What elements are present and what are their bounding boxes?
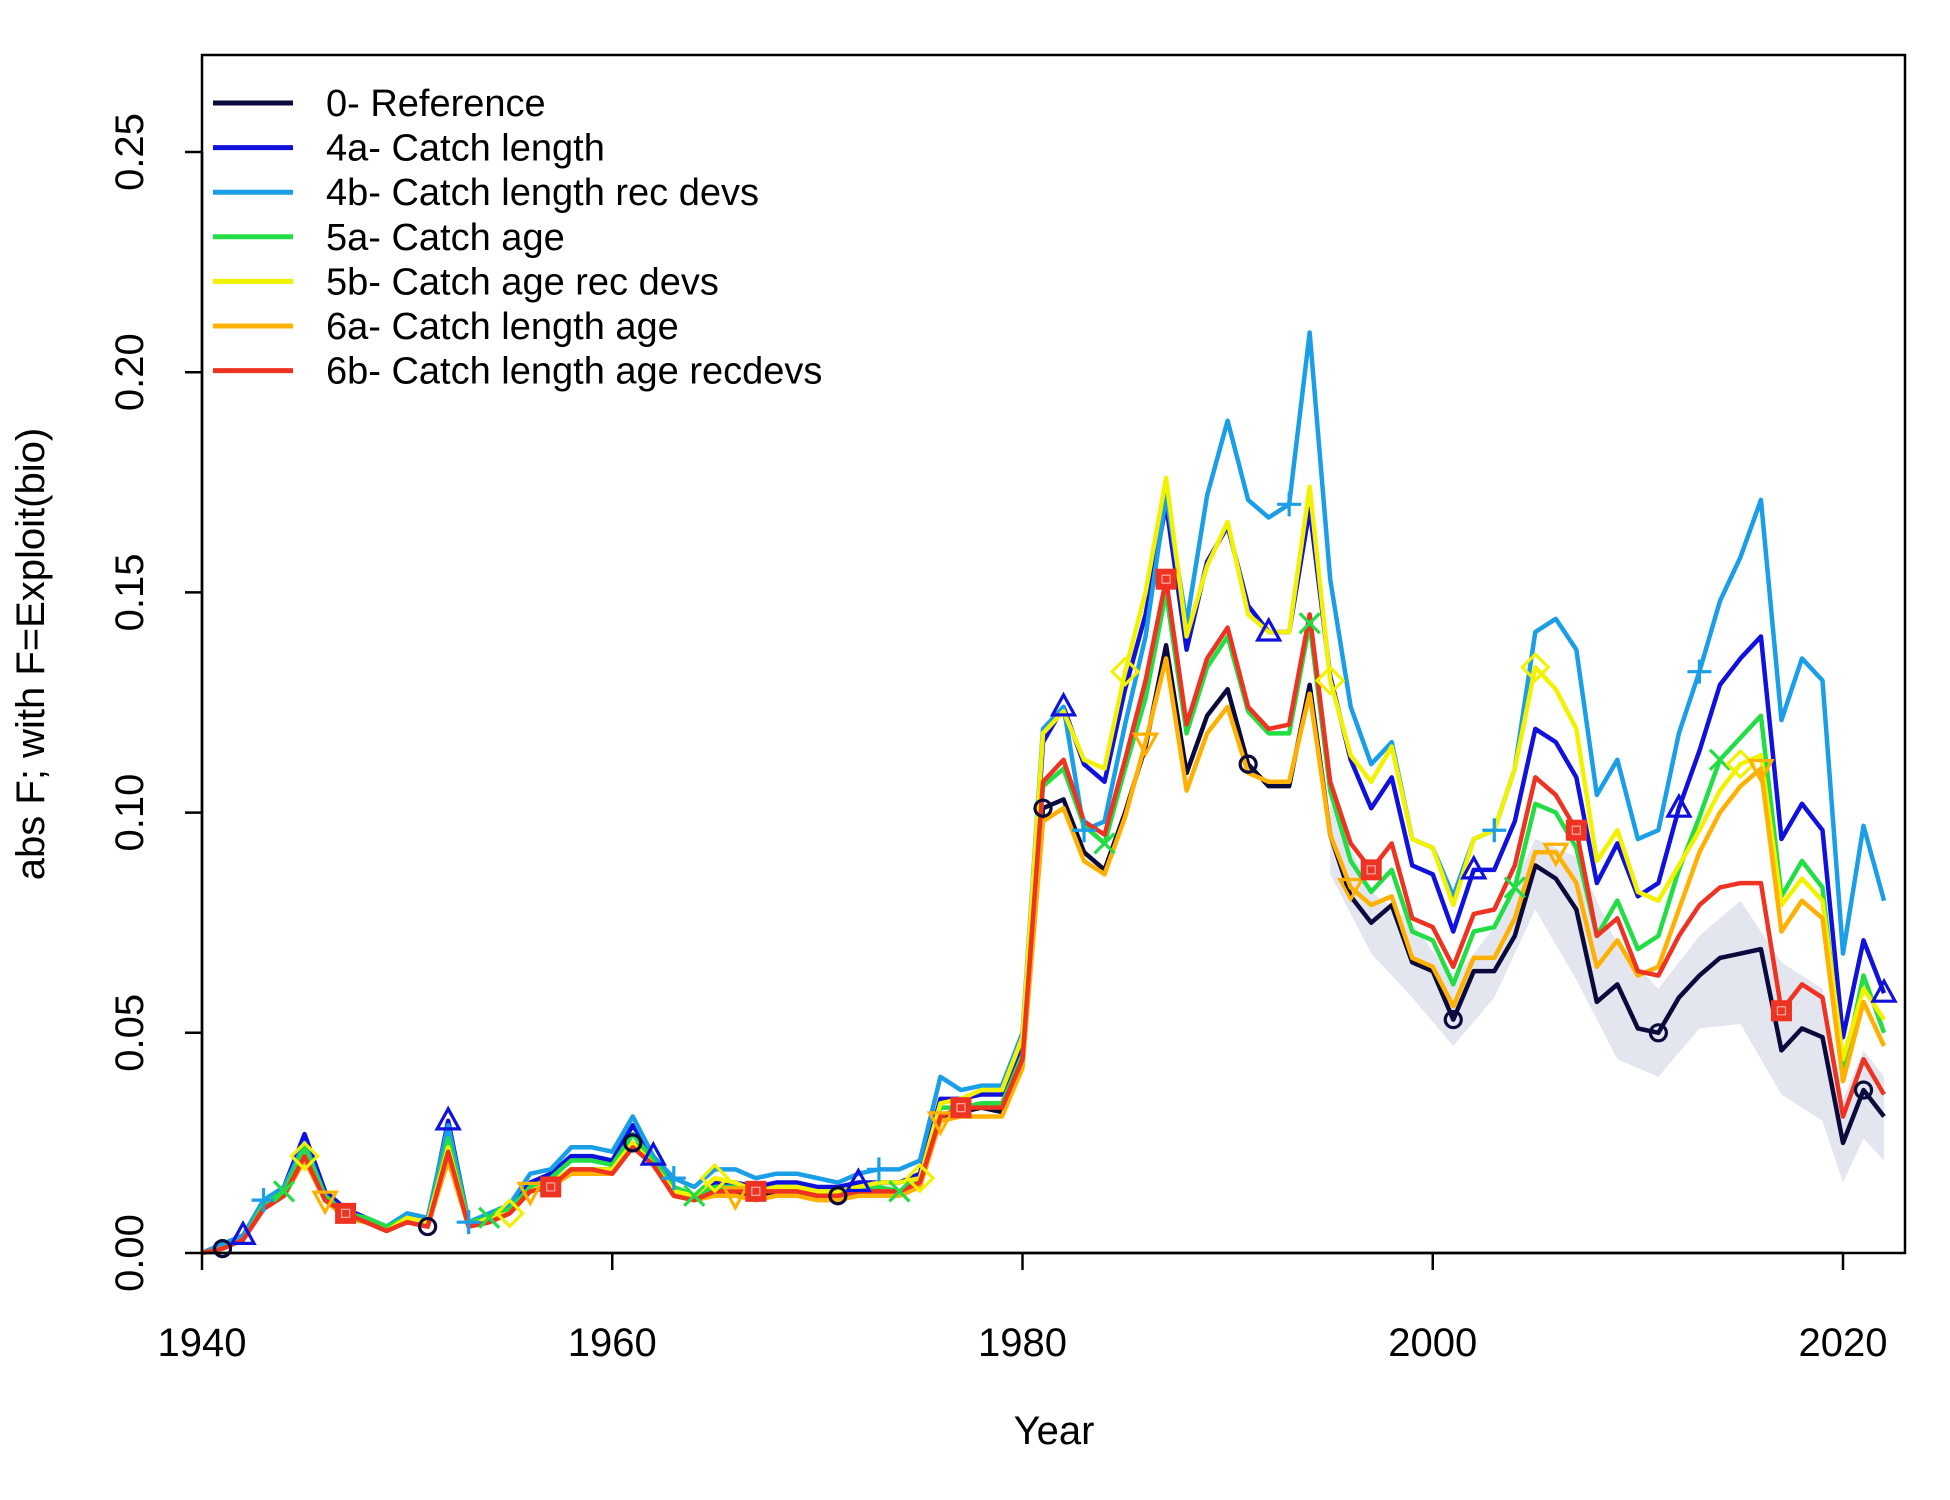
series-0-marker-5 — [1238, 754, 1258, 774]
series-1-marker-4 — [1049, 691, 1078, 717]
series-6-marker-7 — [1770, 1000, 1792, 1022]
series-1-marker-8 — [1870, 977, 1898, 1003]
series-6-marker-4 — [1155, 568, 1177, 590]
series-3-marker-3 — [888, 1180, 911, 1203]
series-2-marker-0 — [251, 1188, 276, 1213]
series-4-marker-2 — [699, 1162, 731, 1194]
legend-label-5: 6a- Catch length age — [326, 306, 679, 348]
series-0-marker-7 — [1648, 1023, 1668, 1043]
legend-label-6: 6b- Catch length age recdevs — [326, 351, 822, 393]
series-6-marker-3 — [950, 1097, 972, 1119]
series-5-marker-6 — [1542, 842, 1570, 868]
series-6-marker-0-inner — [340, 1208, 351, 1218]
series-6-marker-6 — [1565, 819, 1587, 841]
series-6-marker-6-inner — [1571, 825, 1581, 835]
series-6-marker-0 — [335, 1202, 357, 1224]
legend-label-0: 0- Reference — [326, 83, 546, 125]
y-axis-title: abs F; with F=Exploit(bio) — [9, 428, 53, 880]
series-0-marker-6 — [1443, 1009, 1463, 1030]
series-1-marker-5 — [1254, 616, 1283, 642]
series-6-marker-2 — [745, 1180, 767, 1202]
series-4-marker-4 — [1109, 656, 1141, 687]
y-tick-label-1: 0.05 — [108, 994, 152, 1072]
series-1-marker-2 — [639, 1140, 667, 1166]
series-2-marker-2 — [661, 1166, 686, 1191]
series-3-marker-5 — [1298, 612, 1321, 635]
legend-label-4: 5b- Catch age rec devs — [326, 261, 719, 303]
series-0-marker-4 — [1033, 798, 1053, 818]
series-line-4 — [201, 475, 1886, 1256]
series-2-marker-4 — [1072, 818, 1097, 843]
series-5-marker-5 — [1336, 877, 1365, 903]
series-0-marker-3 — [828, 1186, 848, 1206]
series-2-marker-7 — [1687, 659, 1712, 684]
series-0-marker-0 — [212, 1238, 233, 1259]
series-3-marker-2 — [683, 1184, 706, 1207]
series-0-marker-8 — [1853, 1080, 1874, 1100]
series-5-marker-1 — [516, 1181, 544, 1207]
y-axis: 0.00 0.05 0.10 0.15 0.20 0.25 — [108, 113, 204, 1292]
series-6-marker-4-inner — [1161, 574, 1171, 584]
series-6-marker-3-inner — [956, 1103, 966, 1113]
y-tick-label-2: 0.10 — [108, 774, 152, 852]
series-1-marker-6 — [1460, 854, 1488, 880]
series-line-2 — [201, 330, 1887, 1256]
series-6-marker-2-inner — [751, 1186, 761, 1196]
series-6-marker-1 — [540, 1176, 562, 1198]
series-markers — [212, 492, 1898, 1259]
series-5-marker-2 — [721, 1186, 750, 1212]
series-2-marker-3 — [866, 1157, 891, 1182]
x-tick-label-4: 2020 — [1799, 1321, 1888, 1365]
series-6-marker-1-inner — [546, 1182, 556, 1192]
x-tick-label-1: 1960 — [568, 1321, 657, 1365]
series-2-marker-5 — [1277, 492, 1302, 517]
y-tick-label-3: 0.15 — [108, 553, 152, 631]
y-tick-label-4: 0.20 — [108, 333, 152, 411]
series-3-marker-4 — [1093, 832, 1116, 855]
x-axis: 1940 1960 1980 2000 2020 — [158, 1251, 1888, 1365]
series-1-marker-0 — [229, 1220, 257, 1245]
series-2-marker-6 — [1482, 818, 1507, 843]
x-tick-label-2: 1980 — [978, 1321, 1067, 1365]
series-4-marker-6 — [1520, 652, 1551, 683]
series-6-marker-5 — [1360, 859, 1382, 881]
series-6-marker-7-inner — [1776, 1006, 1787, 1016]
series-4-marker-0 — [289, 1140, 320, 1172]
series-6-marker-5-inner — [1366, 865, 1376, 875]
series-1-marker-7 — [1665, 792, 1693, 818]
series-5-marker-7 — [1747, 758, 1775, 784]
y-tick-label-5: 0.25 — [108, 113, 152, 191]
series-2-marker-1 — [456, 1210, 481, 1235]
series-5-marker-3 — [926, 1111, 955, 1137]
x-tick-label-0: 1940 — [158, 1321, 247, 1365]
legend-label-1: 4a- Catch length — [326, 128, 605, 170]
series-4-marker-3 — [904, 1162, 936, 1194]
series-1-marker-3 — [844, 1167, 873, 1193]
y-tick-label-0: 0.00 — [108, 1214, 152, 1292]
legend-label-2: 4b- Catch length rec devs — [326, 172, 759, 214]
series-5-marker-0 — [311, 1190, 339, 1216]
x-axis-title: Year — [1014, 1409, 1095, 1453]
legend-label-3: 5a- Catch age — [326, 217, 565, 259]
series-3-marker-6 — [1503, 876, 1526, 899]
series-5-marker-4 — [1131, 732, 1160, 758]
x-tick-label-3: 2000 — [1388, 1321, 1477, 1365]
series-1-marker-1 — [434, 1105, 462, 1131]
series-4-marker-1 — [494, 1198, 525, 1229]
series-3-marker-0 — [272, 1180, 296, 1203]
series-0-marker-2 — [623, 1133, 643, 1153]
series-3-marker-1 — [478, 1206, 501, 1229]
series-0-marker-1 — [418, 1216, 438, 1237]
series-3-marker-7 — [1708, 748, 1732, 771]
series-4-marker-5 — [1314, 665, 1346, 696]
